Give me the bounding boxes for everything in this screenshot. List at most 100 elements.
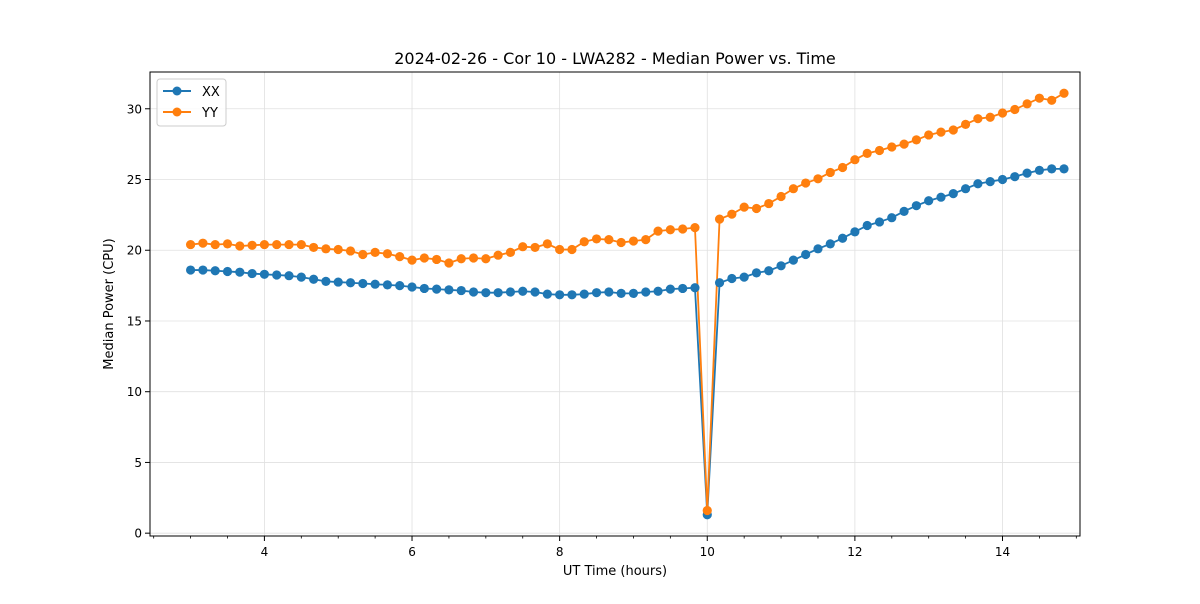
data-point-yy bbox=[813, 174, 823, 184]
data-point-yy bbox=[284, 239, 294, 250]
data-point-xx bbox=[776, 261, 786, 271]
data-point-xx bbox=[850, 227, 860, 237]
data-point-yy bbox=[518, 242, 528, 252]
data-point-xx bbox=[456, 285, 466, 296]
data-point-xx bbox=[653, 286, 663, 296]
x-axis-label: UT Time (hours) bbox=[563, 564, 667, 579]
data-point-xx bbox=[542, 289, 552, 299]
data-point-yy bbox=[555, 244, 565, 255]
data-point-yy bbox=[493, 250, 503, 260]
data-point-yy bbox=[382, 249, 393, 259]
data-point-xx bbox=[948, 189, 958, 199]
data-point-yy bbox=[309, 242, 319, 253]
data-point-xx bbox=[345, 278, 356, 288]
plot-frame bbox=[149, 71, 1081, 537]
data-point-yy bbox=[419, 253, 429, 263]
data-point-xx bbox=[382, 280, 393, 290]
data-point-yy bbox=[444, 258, 454, 268]
legend-marker-xx bbox=[172, 86, 182, 96]
data-point-yy bbox=[678, 224, 688, 234]
data-point-yy bbox=[948, 125, 958, 135]
data-point-xx bbox=[887, 213, 897, 223]
data-point-yy bbox=[985, 112, 995, 122]
data-point-xx bbox=[862, 220, 872, 231]
y-tick-label: 5 bbox=[134, 456, 142, 470]
data-point-yy bbox=[850, 155, 860, 165]
data-point-yy bbox=[345, 246, 356, 256]
data-point-yy bbox=[739, 202, 749, 212]
legend-label-yy: YY bbox=[201, 106, 218, 121]
data-point-yy bbox=[530, 242, 540, 253]
data-point-xx bbox=[419, 283, 429, 294]
data-point-yy bbox=[604, 235, 614, 245]
data-point-yy bbox=[1034, 93, 1045, 103]
data-point-yy bbox=[874, 145, 885, 156]
data-point-yy bbox=[370, 247, 380, 257]
data-point-yy bbox=[641, 235, 651, 245]
data-point-xx bbox=[678, 283, 688, 294]
legend: XX YY bbox=[156, 78, 227, 127]
data-point-yy bbox=[358, 249, 368, 260]
data-point-xx bbox=[395, 281, 405, 291]
x-tick-label: 6 bbox=[408, 545, 416, 559]
data-point-xx bbox=[198, 265, 208, 275]
data-point-xx bbox=[222, 266, 233, 277]
data-point-xx bbox=[604, 287, 614, 297]
data-point-xx bbox=[764, 266, 774, 276]
data-point-yy bbox=[764, 198, 774, 209]
data-point-yy bbox=[862, 148, 872, 158]
data-point-yy bbox=[1010, 104, 1020, 115]
y-tick-label: 15 bbox=[127, 314, 142, 328]
data-point-xx bbox=[432, 284, 442, 294]
data-point-xx bbox=[407, 282, 417, 292]
data-point-xx bbox=[751, 268, 762, 278]
data-point-xx bbox=[309, 274, 319, 284]
data-point-xx bbox=[210, 266, 220, 276]
data-point-yy bbox=[272, 239, 282, 250]
y-axis-ticks: 0 5 10 15 20 25 30 bbox=[127, 102, 150, 541]
y-axis-label: Median Power (CPU) bbox=[102, 238, 117, 369]
data-point-yy bbox=[407, 255, 417, 265]
y-tick-label: 25 bbox=[127, 173, 142, 187]
data-point-yy bbox=[432, 254, 442, 265]
data-point-xx bbox=[739, 272, 749, 282]
data-point-xx bbox=[714, 278, 725, 288]
data-point-xx bbox=[616, 288, 626, 298]
data-point-xx bbox=[1022, 168, 1032, 178]
data-point-yy bbox=[936, 127, 946, 137]
data-point-yy bbox=[1022, 99, 1032, 109]
data-point-yy bbox=[960, 119, 971, 129]
data-point-yy bbox=[456, 254, 466, 264]
data-point-yy bbox=[702, 505, 712, 516]
data-point-yy bbox=[776, 191, 786, 202]
data-point-yy bbox=[628, 236, 639, 246]
data-point-yy bbox=[321, 244, 331, 254]
data-point-xx bbox=[1034, 165, 1045, 175]
data-point-xx bbox=[628, 288, 639, 298]
data-point-xx bbox=[1047, 164, 1057, 174]
x-axis-ticks: 4 6 8 10 12 14 bbox=[153, 536, 1077, 559]
data-point-yy bbox=[505, 247, 516, 257]
data-point-xx bbox=[444, 285, 454, 295]
data-point-xx bbox=[591, 288, 602, 298]
data-point-yy bbox=[887, 142, 897, 152]
data-point-xx bbox=[247, 268, 257, 279]
data-point-yy bbox=[924, 130, 934, 140]
data-point-yy bbox=[801, 178, 811, 188]
data-point-yy bbox=[653, 226, 663, 236]
data-point-xx bbox=[997, 174, 1008, 185]
data-point-xx bbox=[530, 287, 540, 297]
data-point-xx bbox=[235, 267, 245, 277]
data-point-xx bbox=[690, 283, 700, 293]
data-point-yy bbox=[235, 241, 245, 251]
data-point-yy bbox=[1059, 88, 1069, 98]
data-point-yy bbox=[198, 238, 208, 248]
data-point-xx bbox=[518, 286, 528, 296]
data-point-yy bbox=[185, 239, 196, 250]
data-point-xx bbox=[665, 284, 675, 294]
y-tick-label: 10 bbox=[127, 385, 142, 399]
data-point-yy bbox=[567, 244, 577, 255]
data-point-xx bbox=[370, 279, 380, 289]
data-point-xx bbox=[358, 278, 368, 289]
